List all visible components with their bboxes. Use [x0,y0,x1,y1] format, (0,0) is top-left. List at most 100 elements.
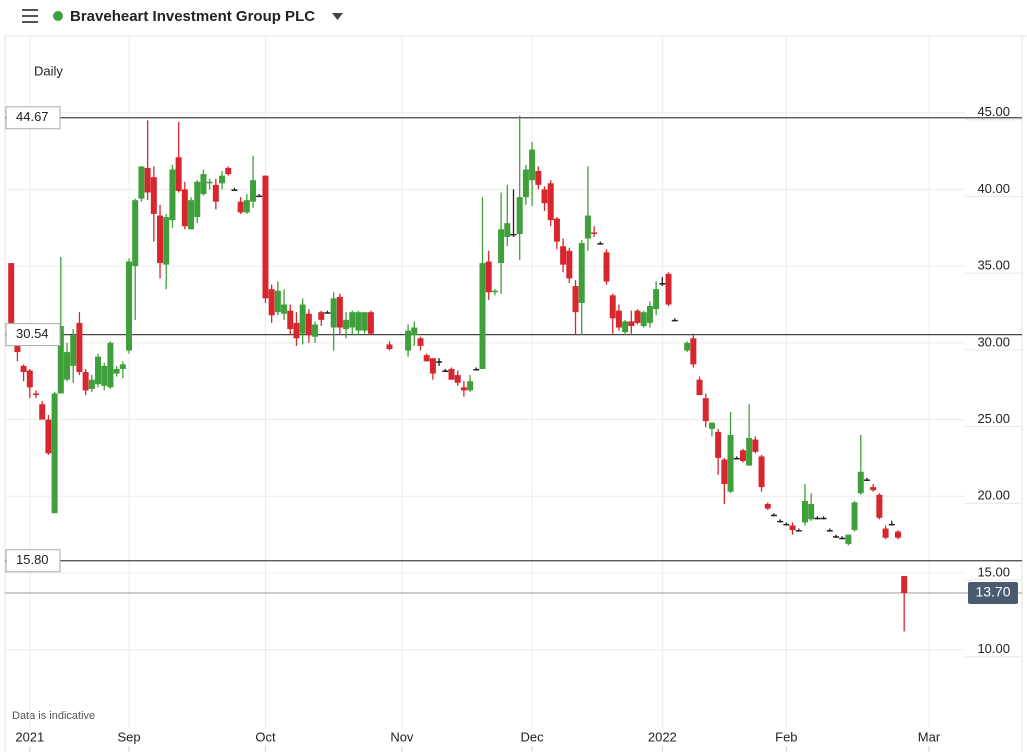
candle-body [566,250,573,279]
candle-body [764,503,771,509]
candle-body [702,398,709,422]
x-tick-label: Nov [390,729,414,744]
candle-body [287,310,294,330]
y-tick-label: 30.00 [977,334,1010,349]
y-tick-label: 40.00 [977,181,1010,196]
candle-body [442,370,449,372]
candle-body [901,576,908,593]
candle-body [770,514,777,517]
dropdown-caret[interactable] [332,13,343,20]
candle-body [516,197,523,234]
candle-body [721,459,728,485]
candle-body [88,379,95,389]
candle-body [20,365,27,373]
candle-body [603,252,610,282]
candle-body [386,344,393,350]
menu-button[interactable] [22,9,38,23]
candles [8,115,908,632]
x-tick-label: Feb [775,729,797,744]
candle-body [894,531,901,538]
candle-body [547,183,554,221]
candle-body [95,356,102,385]
candle-body [237,201,244,213]
level-label: 44.67 [16,109,49,124]
candle-body [541,189,548,204]
last-price-label: 13.70 [975,584,1010,600]
candle-body [473,368,480,371]
candle-body [70,335,77,366]
level-label-box [5,323,61,347]
footnote: Data is indicative [12,710,95,722]
candle-body [882,528,889,538]
candle-body [529,149,536,181]
candle-body [615,310,622,328]
candle-body [175,157,182,191]
candle-body [808,503,815,520]
x-tick-label: 2021 [15,729,44,744]
candle-body [814,517,821,520]
candle-body [876,494,883,518]
candle-body [498,229,505,264]
candle-body [870,487,877,491]
candle-body [696,379,703,396]
candle-body [405,330,412,351]
candle-body [653,289,660,310]
candle-body [851,502,858,531]
candle-body [318,312,325,320]
levels [5,117,1022,594]
candle-body [684,342,691,351]
candle-body [485,261,492,293]
y-tick-label: 35.00 [977,258,1010,273]
chart-title[interactable]: Braveheart Investment Group PLC [70,8,315,25]
candle-body [312,324,319,337]
candle-body [690,338,697,365]
candle-body [417,338,424,346]
candle-body [845,534,852,544]
candle-body [132,200,139,267]
candle-body [535,171,542,185]
candle-body [349,312,356,328]
candle-body [268,289,275,316]
candle-body [305,313,312,336]
candle-body [727,434,734,492]
candle-body [665,273,672,305]
candle-body [739,450,746,462]
candle-body [343,319,350,330]
menu-bar [22,21,38,23]
candle-body [274,290,281,313]
candle-body [144,167,151,193]
candle-body [119,364,126,369]
candle-body [857,471,864,494]
candle-body [26,370,33,388]
candle-body [281,304,288,314]
candle-body [51,393,58,514]
candle-body [460,387,467,391]
candle-body [336,296,343,328]
candle-body [367,312,374,334]
candle-body [45,419,52,454]
candle-body [553,218,560,242]
candle-body [522,169,529,198]
candle-body [212,184,219,202]
candle-body [324,312,331,314]
candle-body [659,283,666,285]
candle-body [746,438,753,466]
candle-body [777,520,784,523]
candle-body [436,361,443,363]
candle-body [181,189,188,227]
candle-body [454,375,461,383]
candle-body [429,358,436,374]
candle-body [33,393,40,396]
candle-body [256,195,263,198]
candle-body [250,180,257,202]
candle-body [572,286,579,313]
candle-body [622,321,629,333]
level-label-box [5,549,61,573]
x-tick-label: 2022 [648,729,677,744]
menu-bar [22,9,38,11]
candle-body [293,322,300,339]
candle-body [225,167,232,175]
candle-body [789,525,796,531]
candle-body [243,200,250,213]
